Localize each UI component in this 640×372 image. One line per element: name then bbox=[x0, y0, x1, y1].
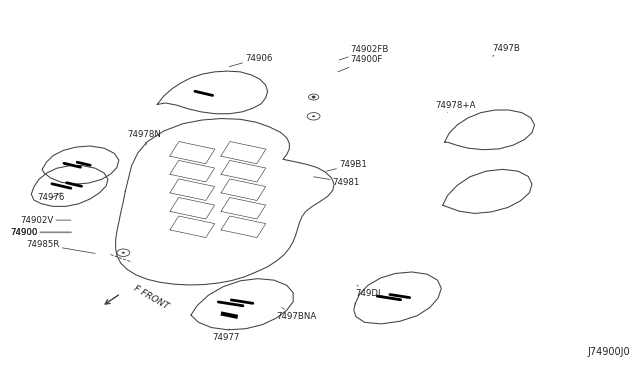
Text: 74978N: 74978N bbox=[127, 130, 161, 144]
Text: 7497BNA: 7497BNA bbox=[276, 308, 317, 321]
Text: 749DL: 749DL bbox=[355, 285, 383, 298]
Text: 74978+A: 74978+A bbox=[435, 101, 476, 113]
Text: 74981: 74981 bbox=[314, 177, 360, 187]
Text: 74900: 74900 bbox=[10, 228, 71, 237]
Text: 749B1: 749B1 bbox=[326, 160, 367, 171]
Text: 74985R: 74985R bbox=[26, 240, 95, 253]
Text: 74900: 74900 bbox=[10, 228, 71, 237]
Text: 7497B: 7497B bbox=[492, 44, 520, 56]
Text: 74977: 74977 bbox=[212, 329, 240, 342]
Circle shape bbox=[312, 115, 316, 117]
Text: 74900F: 74900F bbox=[338, 55, 383, 72]
Circle shape bbox=[312, 96, 315, 98]
Text: 74906: 74906 bbox=[229, 54, 273, 67]
Text: 74976: 74976 bbox=[38, 193, 65, 202]
Text: 74902FB: 74902FB bbox=[339, 45, 389, 60]
Text: 74902V: 74902V bbox=[20, 216, 71, 225]
Text: J74900J0: J74900J0 bbox=[587, 347, 630, 357]
Circle shape bbox=[122, 252, 125, 254]
Text: F FRONT: F FRONT bbox=[132, 283, 170, 311]
